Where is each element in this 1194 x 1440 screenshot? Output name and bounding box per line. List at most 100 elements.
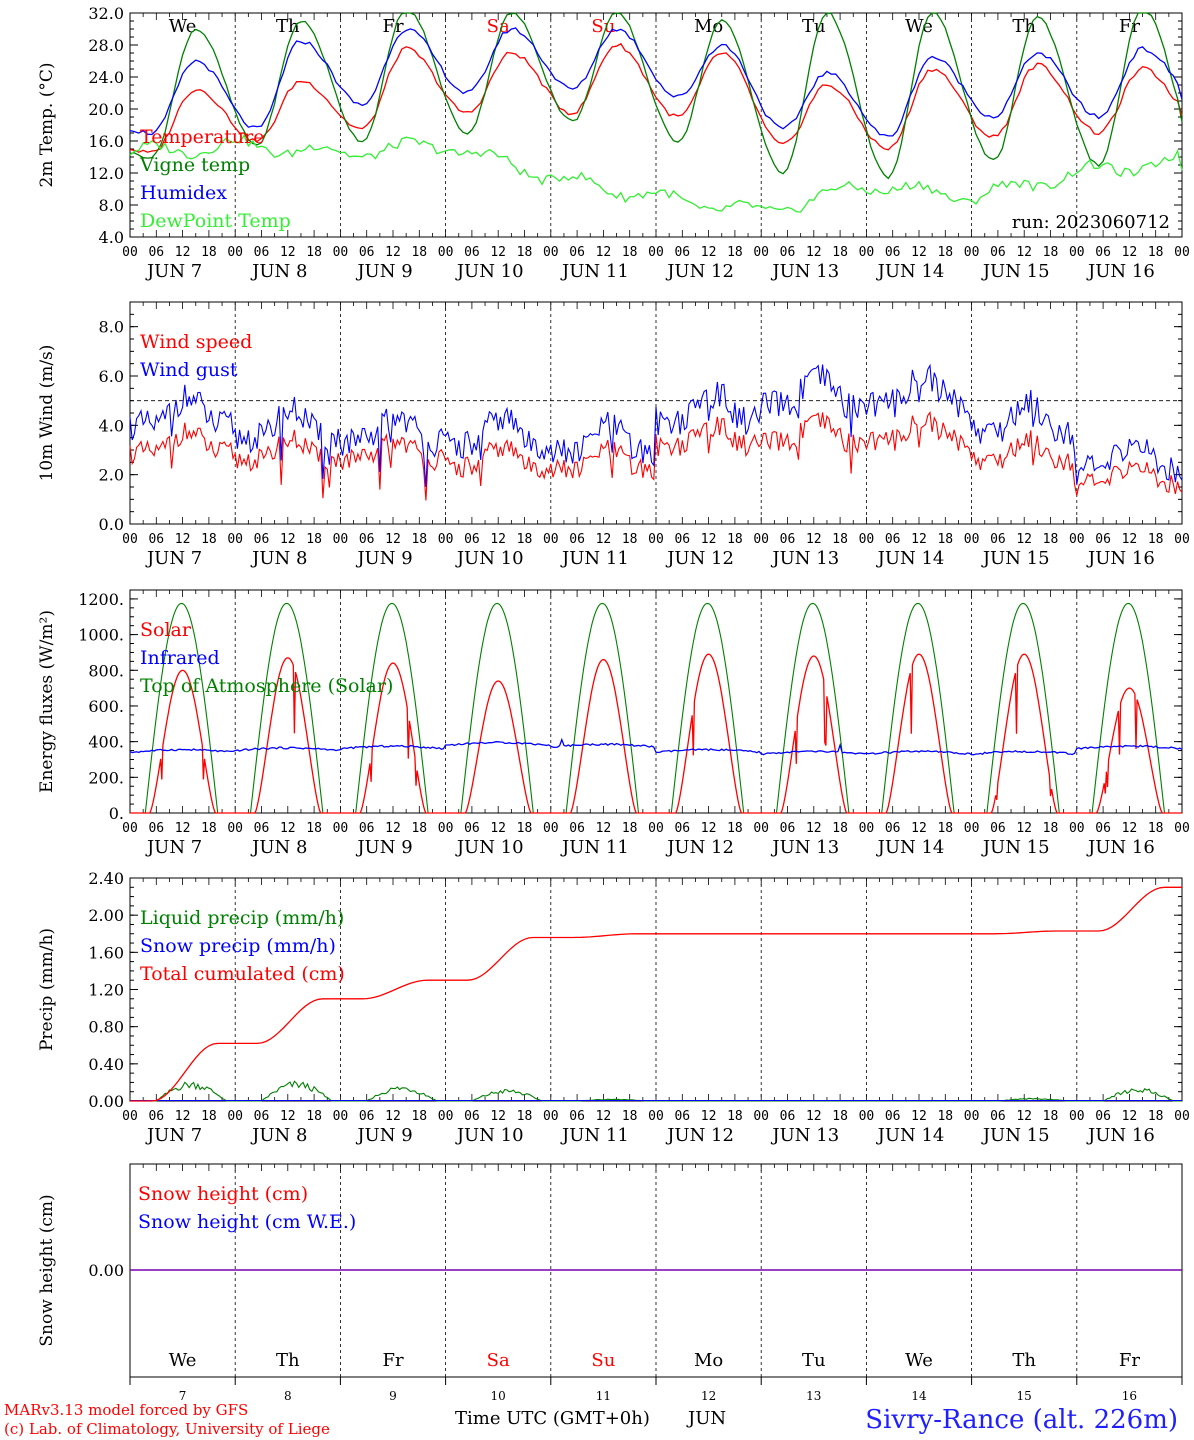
hour-tick-label: 18	[622, 245, 638, 260]
hour-tick-label: 06	[674, 821, 690, 836]
hour-tick-label: 12	[175, 532, 191, 547]
day-number-label: 10	[491, 1389, 506, 1403]
cumulated-precip-line	[130, 886, 1182, 1102]
legend-entry: Wind gust	[140, 359, 238, 381]
hour-tick-label: 12	[280, 245, 296, 260]
date-label: JUN 9	[355, 837, 412, 858]
hour-tick-label: 12	[1122, 532, 1138, 547]
date-label: JUN 8	[250, 548, 307, 569]
hour-tick-label: 12	[175, 245, 191, 260]
hour-tick-label: 18	[306, 532, 322, 547]
hour-tick-label: 06	[780, 821, 796, 836]
weekday-label: Fr	[1119, 16, 1140, 37]
hour-tick-label: 18	[201, 245, 217, 260]
hour-tick-label: 00	[1069, 532, 1085, 547]
y-tick-label: 16.0	[88, 132, 124, 151]
hour-tick-label: 18	[832, 245, 848, 260]
hour-tick-label: 06	[359, 1109, 375, 1124]
series-line	[129, 12, 1183, 180]
hour-tick-label: 18	[306, 245, 322, 260]
date-label: JUN 15	[981, 1125, 1050, 1146]
date-label: JUN 11	[560, 548, 629, 569]
hour-tick-label: 18	[1043, 245, 1059, 260]
date-label: JUN 13	[770, 261, 839, 282]
hour-tick-label: 18	[622, 821, 638, 836]
day-number-label: 7	[179, 1389, 187, 1403]
hour-tick-label: 06	[885, 532, 901, 547]
hour-tick-label: 12	[175, 1109, 191, 1124]
hour-tick-label: 12	[1122, 1109, 1138, 1124]
hour-tick-label: 18	[832, 821, 848, 836]
hour-tick-label: 12	[806, 821, 822, 836]
hour-tick-label: 00	[438, 532, 454, 547]
y-tick-label: 0.	[109, 804, 124, 823]
hour-tick-label: 12	[911, 821, 927, 836]
hour-tick-label: 18	[622, 1109, 638, 1124]
hour-tick-label: 00	[543, 821, 559, 836]
y-tick-label: 0.00	[88, 1261, 124, 1280]
series-line	[129, 42, 1183, 153]
y-axis-label: 10m Wind (m/s)	[37, 345, 57, 482]
hour-tick-label: 00	[543, 1109, 559, 1124]
date-label: JUN 7	[145, 548, 202, 569]
weekday-label: Fr	[382, 16, 403, 37]
date-label: JUN 16	[1086, 548, 1155, 569]
y-tick-label: 0.0	[99, 515, 124, 534]
date-label: JUN 13	[770, 548, 839, 569]
date-label: JUN 7	[145, 1125, 202, 1146]
hour-tick-label: 12	[701, 532, 717, 547]
hour-tick-label: 06	[1095, 1109, 1111, 1124]
hour-tick-label: 06	[464, 532, 480, 547]
plot-frame	[129, 589, 1183, 814]
hour-tick-label: 00	[648, 532, 664, 547]
hour-tick-label: 12	[911, 532, 927, 547]
legend-entry: Liquid precip (mm/h)	[140, 907, 344, 929]
hour-tick-label: 12	[1122, 821, 1138, 836]
hour-tick-label: 18	[517, 821, 533, 836]
hour-tick-label: 12	[806, 245, 822, 260]
date-label: JUN 15	[981, 837, 1050, 858]
date-label: JUN 10	[455, 261, 524, 282]
hour-tick-label: 18	[832, 532, 848, 547]
hour-tick-label: 00	[753, 532, 769, 547]
hour-tick-label: 00	[227, 1109, 243, 1124]
date-label: JUN 8	[250, 837, 307, 858]
hour-tick-label: 00	[648, 821, 664, 836]
hour-tick-label: 18	[411, 1109, 427, 1124]
y-axis-label: Snow height (cm)	[37, 1194, 57, 1346]
legend-entry: Total cumulated (cm)	[140, 963, 345, 985]
hour-tick-label: 18	[727, 532, 743, 547]
weekday-label: Tu	[802, 16, 826, 37]
y-tick-label: 12.0	[88, 164, 124, 183]
hour-tick-label: 06	[148, 821, 164, 836]
infrared-line	[129, 737, 1183, 756]
hour-tick-label: 06	[990, 821, 1006, 836]
hour-tick-label: 12	[701, 245, 717, 260]
hour-tick-label: 00	[438, 1109, 454, 1124]
date-label: JUN 13	[770, 837, 839, 858]
hour-tick-label: 12	[490, 245, 506, 260]
hour-tick-label: 06	[990, 1109, 1006, 1124]
weekday-label: Mo	[694, 1350, 723, 1371]
hour-tick-label: 12	[385, 1109, 401, 1124]
weekday-label: Sa	[487, 1350, 510, 1371]
hour-tick-label: 00	[964, 532, 980, 547]
hour-tick-label: 06	[885, 821, 901, 836]
series-line	[129, 411, 1183, 501]
hour-tick-label: 00	[753, 1109, 769, 1124]
y-axis-label: 2m Temp. (°C)	[37, 62, 57, 187]
hour-tick-label: 00	[227, 532, 243, 547]
y-tick-label: 28.0	[88, 36, 124, 55]
date-label: JUN 9	[355, 261, 412, 282]
hour-tick-label: 00	[122, 1109, 138, 1124]
weekday-label: Fr	[1119, 1350, 1140, 1371]
weekday-label: Th	[1012, 16, 1036, 37]
hour-tick-label: 12	[806, 532, 822, 547]
hour-tick-label: 12	[596, 821, 612, 836]
date-label: JUN 15	[981, 548, 1050, 569]
date-label: JUN 14	[876, 1125, 945, 1146]
hour-tick-label: 00	[122, 821, 138, 836]
date-label: JUN 14	[876, 261, 945, 282]
run-label: run: 2023060712	[1012, 212, 1170, 233]
